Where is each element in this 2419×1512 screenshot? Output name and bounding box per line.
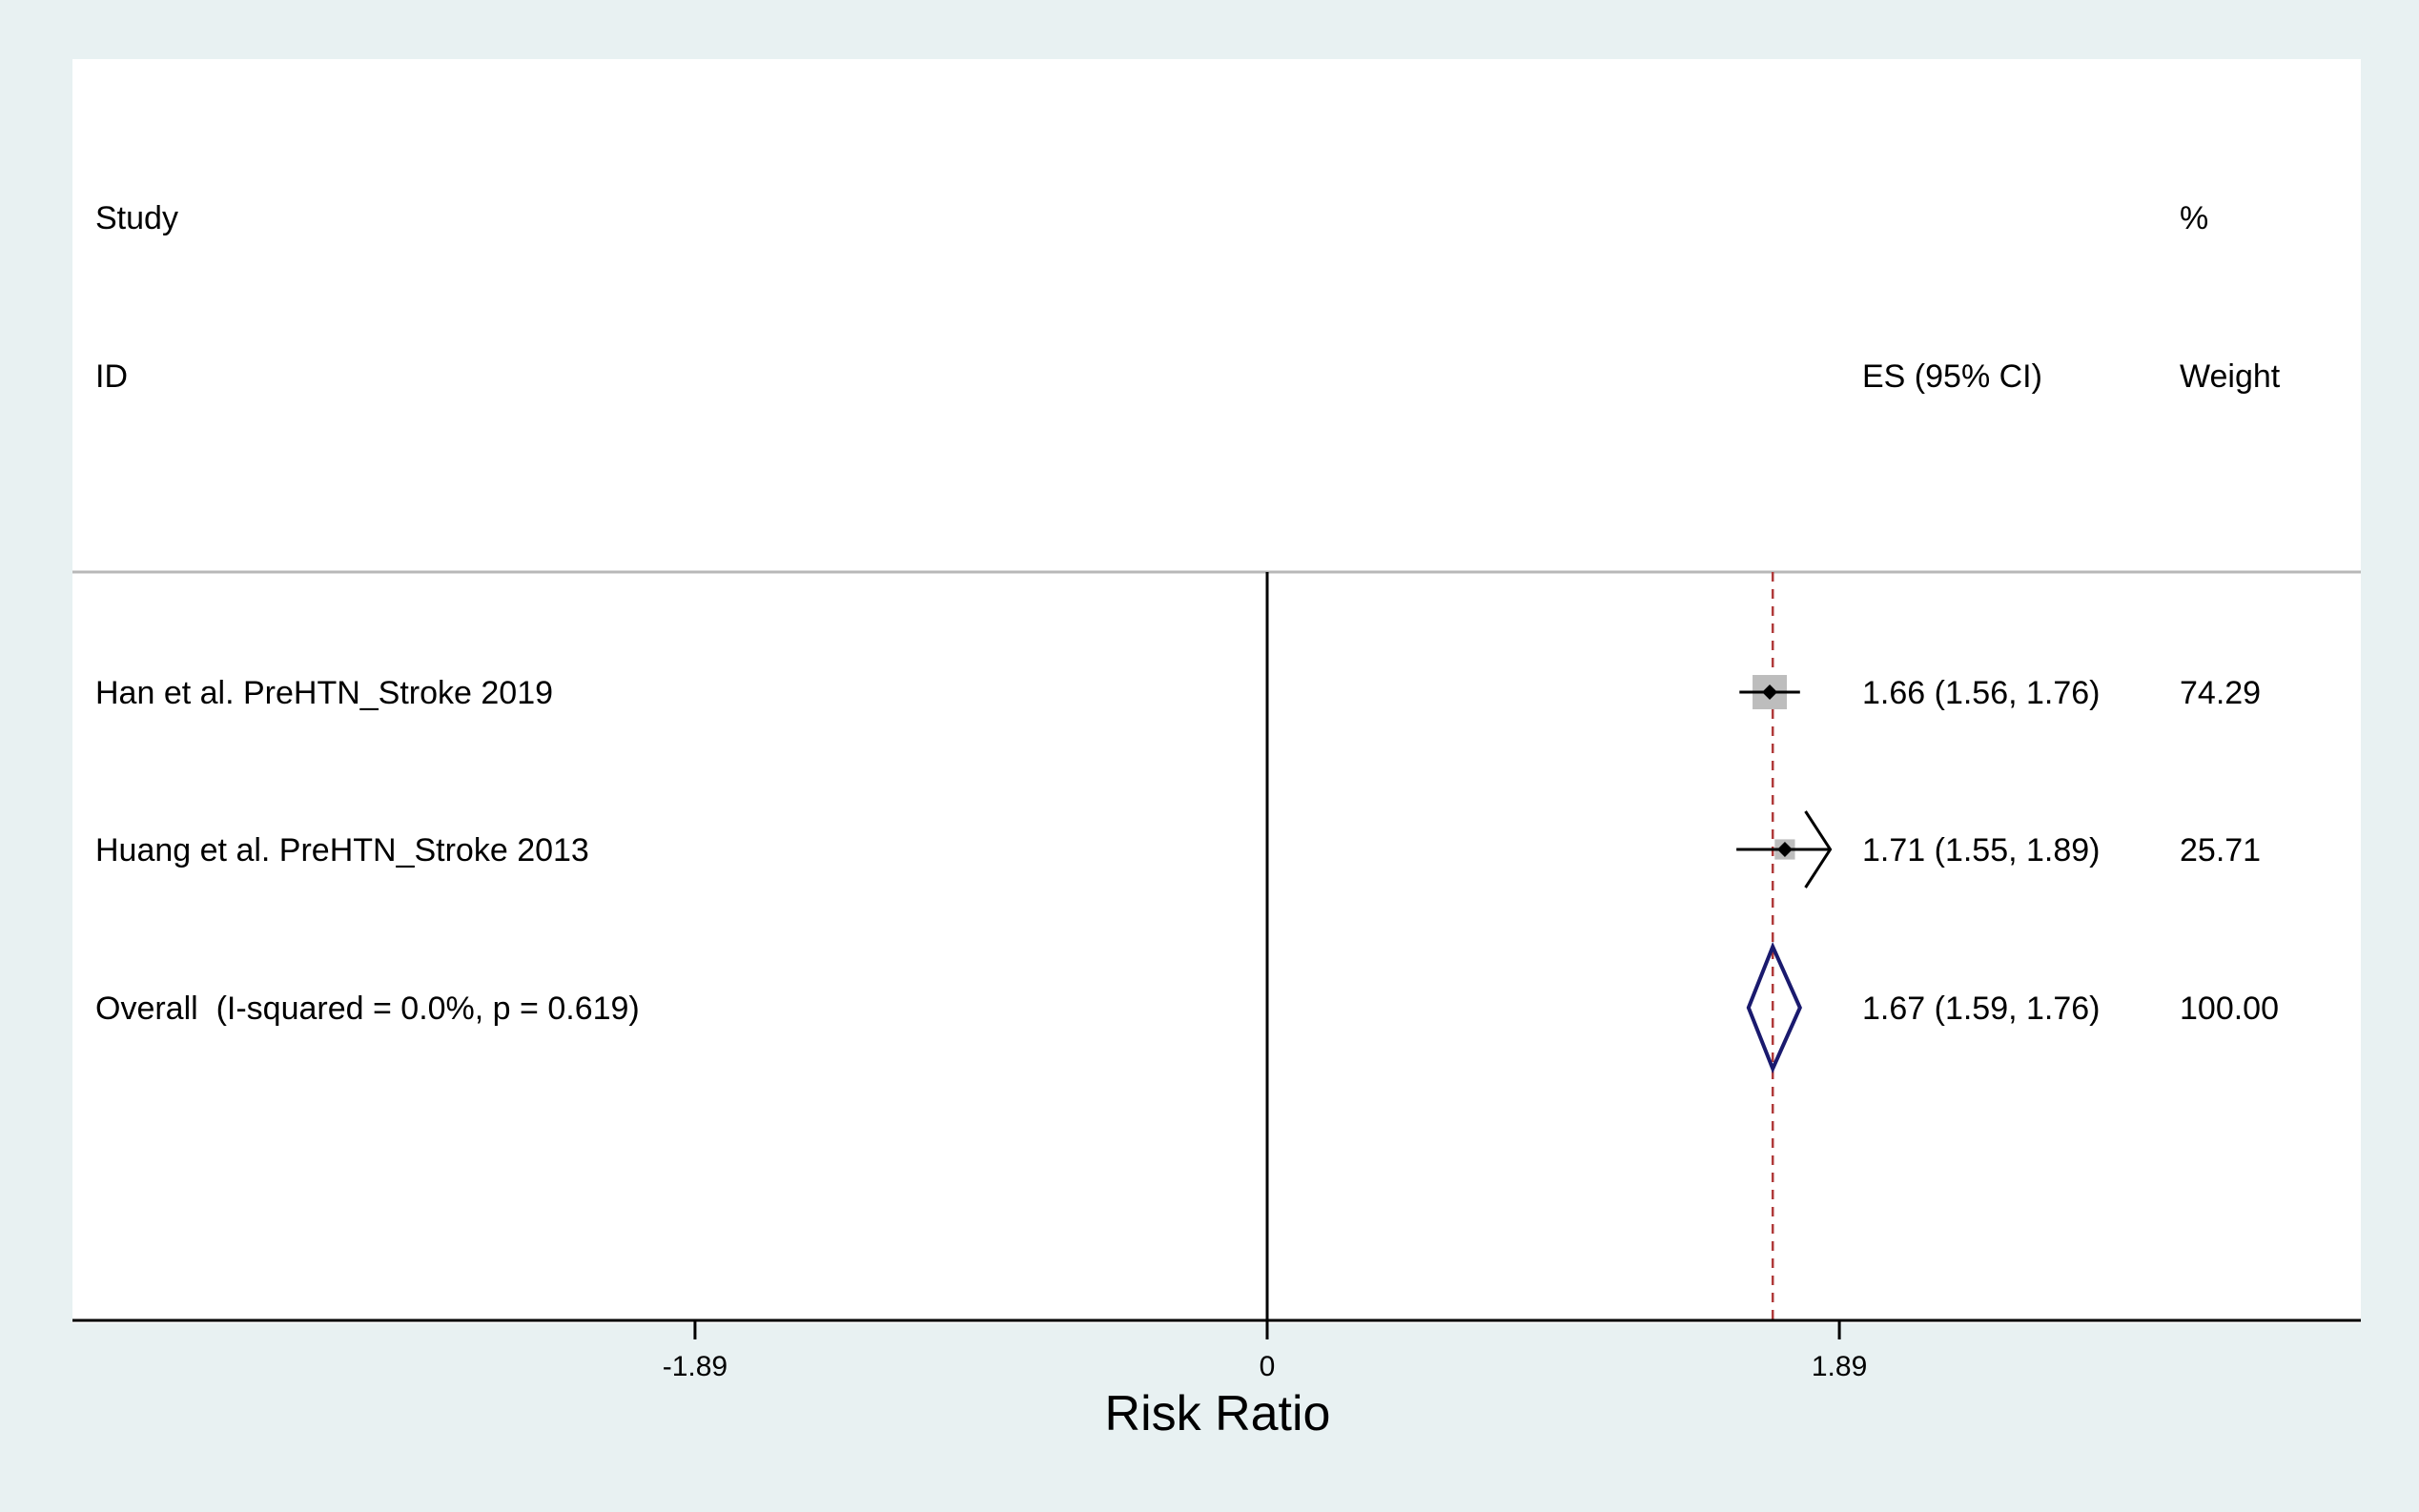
- header-id: ID: [95, 358, 128, 395]
- header-percent: %: [2180, 200, 2208, 236]
- header-es: ES (95% CI): [1862, 358, 2042, 395]
- x-tick-label: -1.89: [663, 1351, 728, 1382]
- header-study: Study: [95, 200, 178, 236]
- x-tick-label: 0: [1260, 1351, 1276, 1382]
- study-point-estimate: [1762, 684, 1778, 700]
- weight-text-overall: 100.00: [2180, 991, 2279, 1027]
- row-label-overall: Overall (I-squared = 0.0%, p = 0.619): [95, 991, 640, 1027]
- es-text-overall: 1.67 (1.59, 1.76): [1862, 991, 2101, 1027]
- weight-text-han: 74.29: [2180, 675, 2261, 711]
- es-text-han: 1.66 (1.56, 1.76): [1862, 675, 2101, 711]
- row-label-huang: Huang et al. PreHTN_Stroke 2013: [95, 832, 589, 868]
- overall-diamond: [1746, 941, 1802, 1074]
- x-axis-title: Risk Ratio: [1105, 1386, 1331, 1441]
- es-text-huang: 1.71 (1.55, 1.89): [1862, 832, 2101, 868]
- x-tick-label: 1.89: [1812, 1351, 1867, 1382]
- plot-panel: [72, 59, 2361, 1323]
- row-label-han: Han et al. PreHTN_Stroke 2019: [95, 675, 553, 711]
- weight-text-huang: 25.71: [2180, 832, 2261, 868]
- header-weight: Weight: [2180, 358, 2281, 395]
- chart-marks: [1265, 572, 1833, 1320]
- x-tick-labels: -1.89 0 1.89: [663, 1320, 1867, 1382]
- study-point-estimate: [1776, 842, 1793, 857]
- study-ci-arrow: [1804, 810, 1833, 889]
